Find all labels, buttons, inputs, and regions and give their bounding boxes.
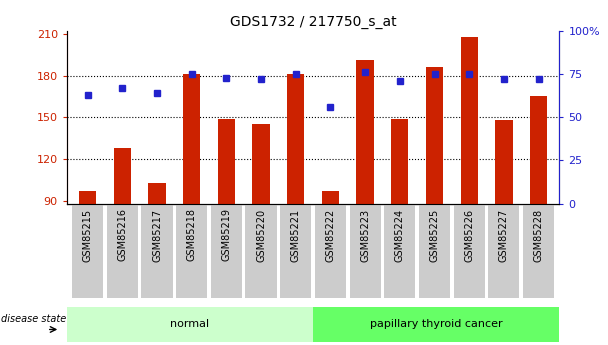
Text: GSM85222: GSM85222 (325, 208, 336, 262)
FancyBboxPatch shape (72, 206, 103, 298)
Text: GSM85219: GSM85219 (221, 208, 232, 262)
Text: disease state: disease state (1, 314, 67, 324)
Bar (287, 74, 305, 204)
Bar (79, 191, 96, 204)
Text: GSM85220: GSM85220 (256, 208, 266, 262)
Text: GSM85228: GSM85228 (534, 208, 544, 262)
FancyBboxPatch shape (246, 206, 277, 298)
Text: GSM85227: GSM85227 (499, 208, 509, 262)
FancyBboxPatch shape (142, 206, 173, 298)
Bar (252, 124, 270, 204)
Text: GSM85215: GSM85215 (83, 208, 92, 262)
Text: GSM85216: GSM85216 (117, 208, 127, 262)
Text: papillary thyroid cancer: papillary thyroid cancer (370, 319, 503, 329)
Text: GSM85224: GSM85224 (395, 208, 405, 262)
FancyBboxPatch shape (211, 206, 242, 298)
Bar (148, 183, 166, 204)
FancyBboxPatch shape (384, 206, 415, 298)
FancyBboxPatch shape (419, 206, 450, 298)
Bar (530, 97, 547, 204)
Bar (218, 119, 235, 204)
Bar (391, 119, 409, 204)
Text: GSM85226: GSM85226 (464, 208, 474, 262)
Bar (426, 67, 443, 204)
Bar (322, 191, 339, 204)
FancyBboxPatch shape (315, 206, 346, 298)
Bar (356, 60, 374, 204)
FancyBboxPatch shape (107, 206, 138, 298)
Text: GSM85221: GSM85221 (291, 208, 301, 262)
Bar (313, 307, 559, 342)
FancyBboxPatch shape (176, 206, 207, 298)
Text: GSM85223: GSM85223 (360, 208, 370, 262)
FancyBboxPatch shape (280, 206, 311, 298)
Text: GSM85225: GSM85225 (429, 208, 440, 262)
Text: normal: normal (170, 319, 210, 329)
Bar (114, 148, 131, 204)
FancyBboxPatch shape (454, 206, 485, 298)
Text: GSM85217: GSM85217 (152, 208, 162, 262)
Bar (67, 307, 313, 342)
Title: GDS1732 / 217750_s_at: GDS1732 / 217750_s_at (230, 14, 396, 29)
Bar (460, 37, 478, 204)
FancyBboxPatch shape (523, 206, 554, 298)
FancyBboxPatch shape (350, 206, 381, 298)
Bar (495, 120, 513, 204)
FancyBboxPatch shape (488, 206, 519, 298)
Bar (183, 74, 201, 204)
Text: GSM85218: GSM85218 (187, 208, 197, 262)
